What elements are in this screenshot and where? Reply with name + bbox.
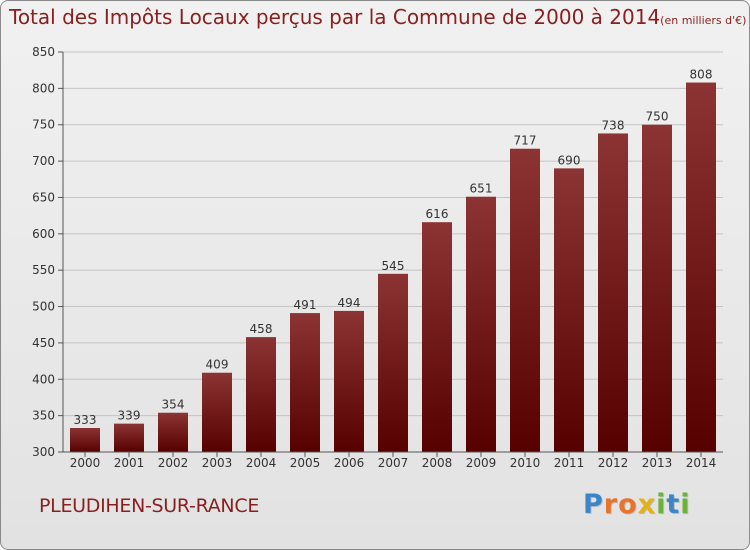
bar-2008 <box>422 222 452 452</box>
bar-value-label: 545 <box>382 259 405 273</box>
logo-letter: i <box>680 489 691 520</box>
bar-2010 <box>510 148 540 452</box>
bar-2000 <box>70 428 100 452</box>
x-tick-label: 2003 <box>202 456 233 470</box>
bar-value-label: 339 <box>118 409 141 423</box>
y-tick-label: 350 <box>32 409 55 423</box>
commune-name: PLEUDIHEN-SUR-RANCE <box>39 495 260 517</box>
y-tick-label: 450 <box>32 336 55 350</box>
bar-value-label: 690 <box>558 153 581 167</box>
proxiti-logo[interactable]: Proxiti <box>583 489 691 520</box>
bar-value-label: 409 <box>206 358 229 372</box>
bar-value-label: 616 <box>426 207 449 221</box>
x-tick-label: 2012 <box>598 456 629 470</box>
bar-value-label: 354 <box>162 398 185 412</box>
y-tick-label: 600 <box>32 227 55 241</box>
bar-value-label: 808 <box>690 68 713 82</box>
logo-letter: r <box>603 489 619 520</box>
bar-2002 <box>158 412 188 452</box>
y-tick-label: 700 <box>32 154 55 168</box>
logo-letter: x <box>637 489 657 520</box>
bar-2006 <box>334 310 364 452</box>
bar-value-label: 651 <box>470 182 493 196</box>
x-tick-label: 2004 <box>246 456 277 470</box>
bar-2001 <box>114 423 144 452</box>
y-tick-label: 300 <box>32 445 55 459</box>
bars: 333 339 354 409 458 491 494 545 616 651 717 690 738 7… <box>70 68 716 453</box>
logo-letter: o <box>618 489 638 520</box>
bar-value-label: 738 <box>602 118 625 132</box>
bar-2003 <box>202 372 232 452</box>
y-tick-label: 650 <box>32 190 55 204</box>
bar-2013 <box>642 124 672 453</box>
bar-2007 <box>378 273 408 452</box>
x-tick-label: 2011 <box>554 456 585 470</box>
bar-2014 <box>686 82 716 452</box>
logo-letter: P <box>583 489 604 520</box>
x-axis: 2000 2001 2002 2003 2004 2005 2006 2007 2008 2009… <box>63 451 723 470</box>
bar-value-label: 491 <box>294 298 317 312</box>
x-tick-label: 2008 <box>422 456 453 470</box>
x-tick-label: 2009 <box>466 456 497 470</box>
bar-2009 <box>466 196 496 452</box>
bar-2011 <box>554 168 584 452</box>
x-tick-label: 2013 <box>642 456 673 470</box>
y-tick-label: 750 <box>32 118 55 132</box>
y-tick-label: 800 <box>32 81 55 95</box>
chart-title: Total des Impôts Locaux perçus par la Co… <box>9 5 746 29</box>
x-tick-label: 2002 <box>158 456 189 470</box>
x-tick-label: 2007 <box>378 456 409 470</box>
chart-title-unit: (en milliers d'€) <box>660 14 747 27</box>
x-tick-label: 2014 <box>686 456 717 470</box>
y-axis: 300 350 400 450 500 550 600 650 700 750 800 850 <box>32 45 64 459</box>
bar-value-label: 717 <box>514 134 537 148</box>
y-tick-label: 550 <box>32 263 55 277</box>
bar-value-label: 333 <box>74 413 97 427</box>
bar-2005 <box>290 313 320 452</box>
x-tick-label: 2001 <box>114 456 145 470</box>
bar-2012 <box>598 133 628 453</box>
logo-letter: t <box>666 489 681 520</box>
x-tick-label: 2006 <box>334 456 365 470</box>
chart-title-main: Total des Impôts Locaux perçus par la Co… <box>9 5 661 29</box>
bar-value-label: 458 <box>250 322 273 336</box>
y-tick-label: 400 <box>32 372 55 386</box>
bar-2004 <box>246 337 276 452</box>
x-tick-label: 2005 <box>290 456 321 470</box>
x-tick-label: 2000 <box>70 456 101 470</box>
bar-value-label: 750 <box>646 110 669 124</box>
y-tick-label: 850 <box>32 45 55 59</box>
logo-letter: i <box>656 489 667 520</box>
bar-value-label: 494 <box>338 296 361 310</box>
y-tick-label: 500 <box>32 300 55 314</box>
x-tick-label: 2010 <box>510 456 541 470</box>
